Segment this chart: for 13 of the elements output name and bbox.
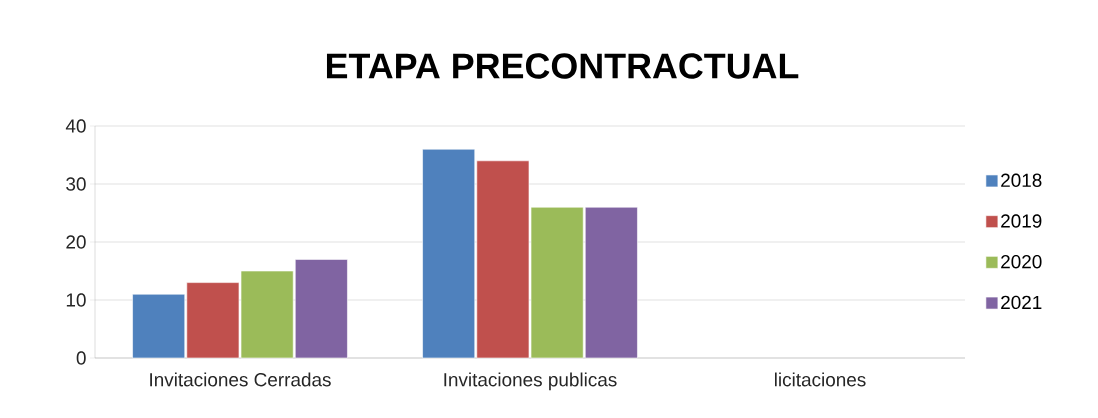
x-tick-label: Invitaciones Cerradas	[150, 372, 331, 387]
y-tick-label: 40	[65, 119, 86, 133]
y-tick-label: 30	[66, 177, 86, 191]
x-tick-label: licitaciones	[775, 372, 866, 387]
legend-label: 2018	[1001, 173, 1042, 187]
legend-label: 2021	[1001, 295, 1042, 310]
chart-title: ETAPA PRECONTRACTUAL	[326, 53, 799, 79]
y-tick-label: 20	[66, 235, 86, 249]
x-tick-label: Invitaciones publicas	[444, 372, 617, 391]
legend-label: 2019	[1001, 214, 1042, 228]
y-tick-label: 10	[66, 293, 86, 307]
y-tick-label: 0	[76, 351, 86, 365]
legend-label: 2020	[1001, 254, 1042, 269]
